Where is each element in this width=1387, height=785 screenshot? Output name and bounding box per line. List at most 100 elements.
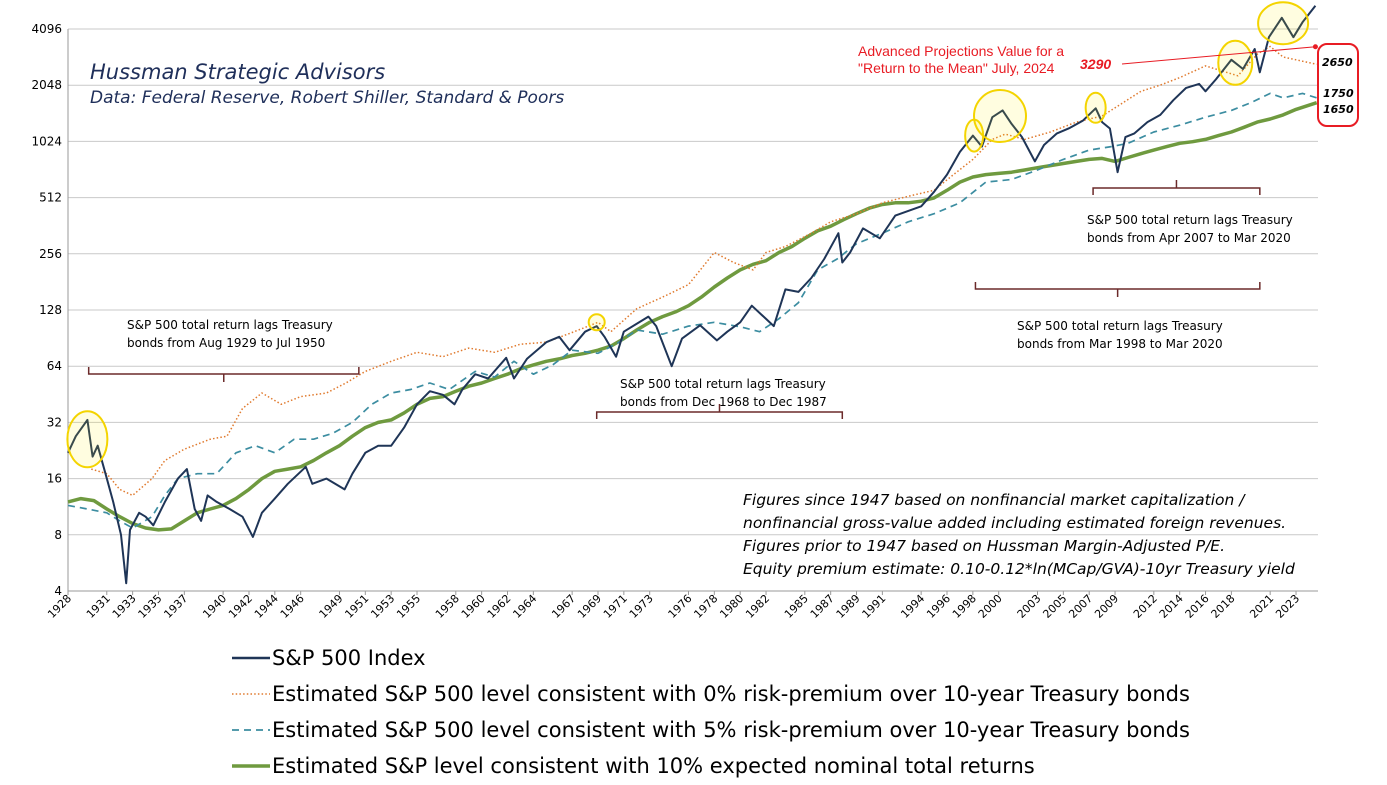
end-values-box <box>1317 43 1359 127</box>
annotation-text-line2: bonds from Aug 1929 to Jul 1950 <box>127 336 325 350</box>
y-axis-ticks: 4 8 16 32 64 128 256 512 1024 2048 4096 <box>31 22 62 598</box>
y-tick-label: 64 <box>47 359 62 373</box>
series-ten-pct-returns <box>67 101 1318 532</box>
gridlines <box>67 28 1318 592</box>
annotation-text-line1: S&P 500 total return lags Treasury <box>620 377 826 391</box>
x-tick-label: 1928 <box>45 592 74 621</box>
x-tick-label: 1973 <box>627 592 656 621</box>
chart-title: Hussman Strategic Advisors <box>90 60 385 84</box>
note-line-3: Figures prior to 1947 based on Hussman M… <box>743 537 1225 555</box>
legend: S&P 500 Index Estimated S&P 500 level co… <box>232 646 1190 778</box>
x-tick-label: 1971 <box>601 592 630 621</box>
bracket-lag2 <box>595 404 844 419</box>
highlight-circle <box>1257 1 1310 46</box>
x-tick-label: 1989 <box>834 592 863 621</box>
x-tick-label: 1953 <box>368 592 397 621</box>
y-tick-label: 512 <box>39 191 62 205</box>
legend-item-0pct: Estimated S&P 500 level consistent with … <box>232 682 1190 706</box>
x-tick-label: 1994 <box>898 592 927 621</box>
note-line-1: Figures since 1947 based on nonfinancial… <box>743 491 1246 509</box>
x-tick-label: 1942 <box>226 592 255 621</box>
note-line-4: Equity premium estimate: 0.10-0.12*ln(MC… <box>743 560 1295 578</box>
series-sp500-index <box>67 5 1317 585</box>
annotation-text-line1: S&P 500 total return lags Treasury <box>127 318 333 332</box>
x-tick-label: 1976 <box>666 592 695 621</box>
legend-label-5pct: Estimated S&P 500 level consistent with … <box>272 718 1190 742</box>
legend-item-10pct: Estimated S&P level consistent with 10% … <box>232 754 1035 778</box>
x-tick-label: 1935 <box>136 592 165 621</box>
x-tick-label: 1940 <box>200 592 229 621</box>
highlight-circle <box>1217 39 1254 86</box>
x-tick-label: 1962 <box>485 592 514 621</box>
plot-series <box>67 5 1318 585</box>
lag-annotations: S&P 500 total return lags Treasury bonds … <box>87 180 1293 419</box>
x-tick-label: 2018 <box>1209 592 1238 621</box>
x-tick-label: 1996 <box>924 592 953 621</box>
x-tick-label: 1967 <box>549 592 578 621</box>
x-tick-label: 2021 <box>1247 592 1276 621</box>
y-tick-label: 4096 <box>31 22 62 36</box>
methodology-notes: Figures since 1947 based on nonfinancial… <box>743 491 1295 578</box>
y-tick-label: 16 <box>47 472 62 486</box>
x-tick-label: 1964 <box>510 592 539 621</box>
annotation-text-line1: S&P 500 total return lags Treasury <box>1087 213 1293 227</box>
legend-item-sp500: S&P 500 Index <box>232 646 426 670</box>
x-tick-label: 2023 <box>1273 592 1302 621</box>
y-tick-label: 128 <box>39 303 62 317</box>
annotation-text-line2: bonds from Mar 1998 to Mar 2020 <box>1017 337 1223 351</box>
y-tick-label: 1024 <box>31 134 62 148</box>
highlight-circles <box>66 1 1310 469</box>
x-tick-label: 2016 <box>1183 592 1212 621</box>
highlight-circle <box>973 89 1028 144</box>
x-tick-label: 1987 <box>808 592 837 621</box>
x-tick-label: 2007 <box>1066 592 1095 621</box>
callout: Advanced Projections Value for a "Return… <box>858 43 1359 127</box>
bracket-lag4 <box>1092 180 1261 195</box>
bracket-lag1 <box>87 367 360 382</box>
end-value-0pct: 2650 <box>1322 56 1353 69</box>
x-tick-label: 1955 <box>394 592 423 621</box>
series-zero-risk-premium <box>91 45 1317 497</box>
callout-dot <box>1312 44 1318 50</box>
x-tick-label: 1933 <box>110 592 139 621</box>
callout-line2: "Return to the Mean" July, 2024 <box>858 60 1055 76</box>
legend-label-10pct: Estimated S&P level consistent with 10% … <box>272 754 1035 778</box>
y-tick-label: 4 <box>54 584 62 598</box>
x-tick-label: 1991 <box>860 592 889 621</box>
note-line-2: nonfinancial gross-value added including… <box>743 514 1286 532</box>
x-tick-label: 2005 <box>1040 592 1069 621</box>
callout-pointer-line <box>1121 46 1316 65</box>
x-tick-label: 2012 <box>1131 592 1160 621</box>
y-tick-label: 32 <box>47 415 62 429</box>
legend-label-sp500: S&P 500 Index <box>272 646 426 670</box>
series-five-pct-risk-premium <box>67 92 1317 529</box>
x-tick-label: 2014 <box>1157 592 1186 621</box>
x-tick-label: 1946 <box>278 592 307 621</box>
annotation-text-line2: bonds from Dec 1968 to Dec 1987 <box>620 395 827 409</box>
x-tick-label: 1949 <box>317 592 346 621</box>
legend-item-5pct: Estimated S&P 500 level consistent with … <box>232 718 1190 742</box>
x-tick-label: 2000 <box>976 592 1005 621</box>
x-tick-label: 1944 <box>252 592 281 621</box>
x-tick-label: 1931 <box>84 592 113 621</box>
x-tick-label: 1985 <box>782 592 811 621</box>
highlight-circle <box>587 313 606 332</box>
x-tick-label: 1998 <box>950 592 979 621</box>
annotation-text-line1: S&P 500 total return lags Treasury <box>1017 319 1223 333</box>
y-tick-label: 8 <box>54 528 62 542</box>
legend-label-0pct: Estimated S&P 500 level consistent with … <box>272 682 1190 706</box>
bracket-lag3 <box>974 282 1261 297</box>
highlight-circle <box>66 410 109 469</box>
callout-line1: Advanced Projections Value for a <box>858 43 1064 59</box>
x-tick-label: 1960 <box>459 592 488 621</box>
chart-subtitle: Data: Federal Reserve, Robert Shiller, S… <box>90 88 564 108</box>
x-tick-label: 1978 <box>691 592 720 621</box>
x-tick-label: 2003 <box>1015 592 1044 621</box>
end-value-5pct: 1750 <box>1323 87 1354 100</box>
x-tick-label: 1937 <box>161 592 190 621</box>
x-tick-label: 1982 <box>743 592 772 621</box>
y-tick-label: 256 <box>39 247 62 261</box>
annotation-text-line2: bonds from Apr 2007 to Mar 2020 <box>1087 231 1291 245</box>
